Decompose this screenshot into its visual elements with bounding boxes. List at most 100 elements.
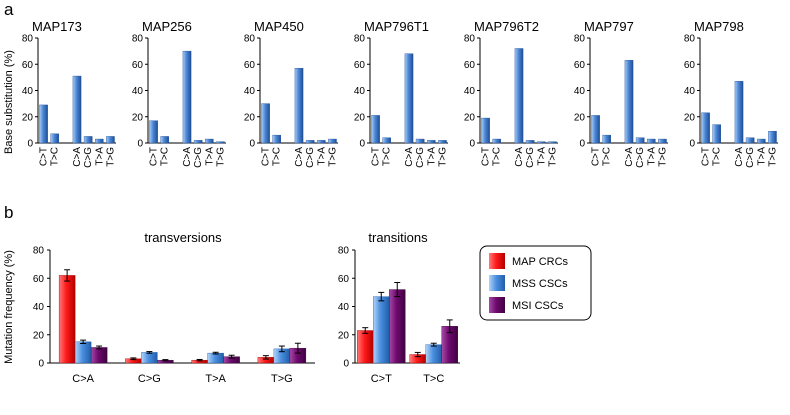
bar-t-to-c (382, 137, 391, 144)
x-tick-label-c-to-t: C>T (39, 147, 50, 166)
x-tick-label-t-to-a: T>A (646, 147, 657, 166)
chart-title-map450: MAP450 (254, 19, 304, 34)
bar-mss-cscs-t-to-c (425, 344, 442, 364)
y-tick-label: 60 (684, 60, 696, 71)
bar-c-to-t (149, 120, 158, 144)
x-tick-label-t-to-g: T>G (215, 147, 226, 167)
x-tick-label-t-to-c: T>C (50, 147, 61, 166)
x-tick-label-t-to-a: T>A (316, 147, 327, 166)
y-tick-label: 0 (38, 359, 44, 370)
y-tick-label: 60 (22, 60, 34, 71)
bar-t-to-g (768, 130, 777, 144)
x-tick-label-c-to-t: C>T (701, 147, 712, 166)
bar-c-to-a (404, 53, 414, 144)
legend-label-map-crcs: MAP CRCs (512, 256, 569, 268)
x-tick-label-t-to-g: T>G (657, 147, 668, 167)
y-tick-label: 80 (464, 34, 476, 45)
legend-box (479, 245, 592, 321)
y-tick-label: 60 (33, 274, 45, 285)
bar-c-to-a (72, 75, 82, 144)
legend-swatch-msi-cscs (489, 297, 505, 313)
bar-c-to-g (525, 140, 535, 144)
bar-c-to-g (745, 137, 755, 144)
bar-mss-cscs-t-to-a (207, 352, 224, 364)
y-tick-label: 60 (464, 60, 476, 71)
bar-t-to-g (216, 141, 225, 144)
bar-t-to-c (50, 133, 59, 144)
chart-title-map797: MAP797 (584, 19, 634, 34)
bar-t-to-a (427, 140, 436, 144)
x-tick-label-t-to-a: T>A (756, 147, 767, 166)
y-tick-label: 60 (354, 60, 366, 71)
y-tick-label: 20 (354, 112, 366, 123)
chart-title-map173: MAP173 (32, 19, 82, 34)
y-tick-label: 0 (27, 139, 33, 150)
x-tick-label-t-to-c: T>C (492, 147, 503, 166)
bar-c-to-a (182, 50, 192, 144)
bar-t-to-c (160, 136, 169, 144)
bar-t-to-g (106, 136, 115, 144)
bar-c-to-g (305, 140, 315, 144)
panel-b-ylabel: Mutation frequency (%) (3, 250, 15, 364)
chart-title-transversions: transversions (144, 230, 222, 245)
y-tick-label: 80 (354, 34, 366, 45)
bar-c-to-t (701, 112, 710, 144)
y-tick-label: 20 (22, 112, 34, 123)
bar-t-to-a (317, 140, 326, 144)
y-tick-label: 0 (469, 139, 475, 150)
bar-t-to-g (658, 138, 667, 144)
y-tick-label: 20 (464, 112, 476, 123)
y-tick-label: 60 (574, 60, 586, 71)
legend-label-msi-cscs: MSI CSCs (512, 300, 564, 312)
x-tick-label-c-to-a: C>A (624, 147, 635, 167)
bar-c-to-a (294, 67, 304, 144)
x-tick-label-t-to-a: T>A (94, 147, 105, 166)
x-tick-label-t-to-c: T>C (712, 147, 723, 166)
bar-t-to-c (492, 138, 501, 144)
bar-msi-cscs-c-to-a (90, 347, 108, 364)
x-tick-label-c-to-t: C>T (371, 147, 382, 166)
legend-label-mss-cscs: MSS CSCs (512, 278, 568, 290)
x-tick-label-t-to-c: T>C (423, 373, 444, 385)
bar-t-to-a (757, 138, 766, 144)
chart-map796t1: MAP796T1 0 20 40 60 80 C>T T>C C>A C>G T>A T>G (354, 19, 449, 168)
x-tick-label-t-to-c: T>C (272, 147, 283, 166)
y-tick-label: 20 (338, 330, 350, 341)
bar-c-to-g (193, 140, 203, 144)
y-tick-label: 20 (132, 112, 144, 123)
bar-c-to-t (481, 117, 490, 144)
y-tick-label: 40 (244, 86, 256, 97)
bar-c-to-a (734, 81, 744, 144)
chart-title-map796t2: MAP796T2 (474, 19, 539, 34)
x-tick-label-t-to-g: T>G (547, 147, 558, 167)
x-tick-label-c-to-t: C>T (481, 147, 492, 166)
x-tick-label-c-to-a: C>A (734, 147, 745, 167)
x-tick-label-c-to-a: C>A (404, 147, 415, 167)
bar-c-to-t (591, 115, 600, 144)
legend-swatch-map-crcs (489, 253, 505, 269)
legend-swatch-mss-cscs (489, 275, 505, 291)
bar-c-to-t (39, 104, 48, 144)
x-tick-label-c-to-g: C>G (83, 147, 94, 168)
bar-t-to-c (272, 134, 281, 144)
bar-t-to-c (712, 124, 721, 144)
x-tick-label-t-to-a: T>A (426, 147, 437, 166)
x-tick-label-c-to-t: C>T (371, 373, 392, 385)
chart-title-map256: MAP256 (142, 19, 192, 34)
x-tick-label-c-to-t: C>T (591, 147, 602, 166)
x-tick-label-t-to-a: T>A (536, 147, 547, 166)
bar-c-to-a (514, 48, 524, 144)
chart-map256: MAP256 0 20 40 60 80 C>T T>C C>A C>G T>A T>G (132, 19, 227, 168)
y-tick-label: 80 (684, 34, 696, 45)
x-tick-label-t-to-a: T>A (204, 147, 215, 166)
chart-title-transitions: transitions (368, 230, 428, 245)
bar-mss-cscs-c-to-g (141, 352, 158, 364)
x-tick-label-t-to-c: T>C (160, 147, 171, 166)
y-tick-label: 20 (684, 112, 696, 123)
bar-mss-cscs-c-to-a (74, 341, 92, 364)
y-tick-label: 80 (244, 34, 256, 45)
y-tick-label: 80 (574, 34, 586, 45)
y-tick-label: 40 (464, 86, 476, 97)
